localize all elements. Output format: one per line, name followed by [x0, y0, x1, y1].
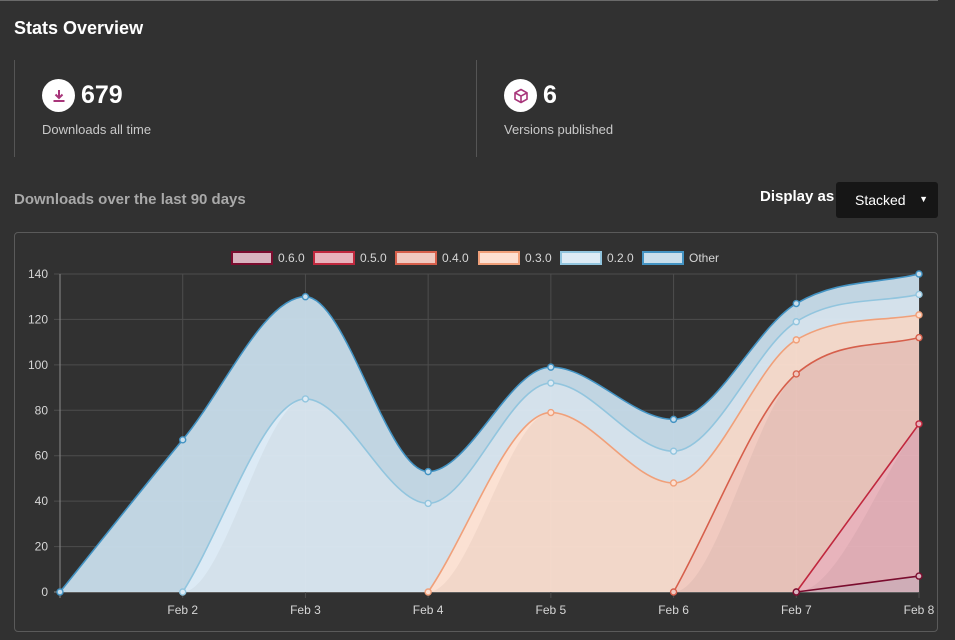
point-Other — [301, 293, 310, 301]
point-0-3-0 — [792, 336, 800, 344]
legend-label: 0.4.0 — [442, 251, 469, 265]
point-0-2-0 — [179, 588, 187, 596]
display-as-label: Display as — [760, 188, 835, 205]
versions-stat: 6 Versions published — [476, 60, 938, 157]
y-tick-label: 100 — [28, 358, 48, 372]
point-0-2-0 — [915, 290, 923, 299]
area-0-3-0 — [428, 314, 919, 592]
point-Other — [915, 270, 923, 278]
display-mode-value: Stacked — [855, 192, 906, 208]
top-divider — [0, 0, 938, 1]
point-0-5-0 — [915, 420, 923, 428]
line-0-2-0 — [182, 293, 920, 593]
point-0-3-0 — [669, 479, 678, 487]
point-0-2-0 — [301, 395, 310, 403]
legend-swatch-0-5-0 — [313, 251, 355, 265]
x-tick-label: Feb 6 — [658, 603, 689, 617]
point-Other — [179, 436, 187, 444]
box-icon — [504, 79, 537, 112]
point-0-6-0 — [792, 588, 800, 596]
area-0-2-0 — [182, 294, 919, 592]
line-Other — [59, 273, 920, 593]
y-tick-label: 140 — [28, 267, 48, 281]
point-0-4-0 — [669, 588, 678, 596]
x-tick-label: Feb 3 — [290, 603, 321, 617]
line-0-6-0 — [796, 575, 920, 593]
point-Other — [792, 299, 800, 308]
x-tick-label: Feb 5 — [536, 603, 567, 617]
x-tick-label: Feb 7 — [781, 603, 812, 617]
downloads-label: Downloads all time — [42, 122, 152, 137]
download-icon — [42, 79, 75, 112]
y-tick-label: 60 — [35, 449, 49, 463]
section-title: Stats Overview — [14, 18, 144, 38]
point-0-2-0 — [547, 379, 555, 387]
legend-swatch-0-2-0 — [560, 251, 602, 265]
legend-label: 0.3.0 — [525, 251, 552, 265]
chart-heading: Downloads over the last 90 days — [14, 191, 246, 208]
legend-swatch-0-3-0 — [478, 251, 520, 265]
point-0-3-0 — [547, 408, 555, 417]
point-0-6-0 — [915, 572, 923, 580]
downloads-value: 679 — [81, 81, 123, 109]
point-0-2-0 — [424, 499, 432, 508]
legend-swatch-Other — [642, 251, 684, 265]
y-tick-label: 120 — [28, 312, 48, 326]
legend-swatch-0-4-0 — [395, 251, 437, 265]
legend-label: 0.6.0 — [278, 251, 305, 265]
point-Other — [669, 415, 678, 424]
legend-label: Other — [689, 251, 719, 265]
y-tick-label: 80 — [35, 403, 49, 417]
legend-swatch-0-6-0 — [231, 251, 273, 265]
point-Other — [56, 588, 64, 596]
point-Other — [424, 467, 432, 476]
y-tick-label: 20 — [35, 540, 49, 554]
legend-label: 0.5.0 — [360, 251, 387, 265]
y-tick-label: 40 — [35, 494, 49, 508]
x-tick-label: Feb 8 — [904, 603, 935, 617]
versions-label: Versions published — [504, 122, 614, 137]
point-0-2-0 — [669, 447, 678, 455]
y-tick-label: 0 — [41, 585, 48, 599]
display-mode-select[interactable]: Stacked ▼ — [836, 182, 938, 218]
area-Other — [60, 274, 919, 592]
point-0-4-0 — [915, 333, 923, 342]
point-Other — [547, 363, 555, 371]
point-0-3-0 — [915, 311, 923, 319]
point-0-3-0 — [424, 588, 432, 596]
chart-container: 0 20 40 60 80 100 120 140 Feb 2 Feb 3 Feb 4 Feb 5 Fe… — [14, 232, 938, 632]
x-tick-label: Feb 2 — [167, 603, 198, 617]
x-tick-label: Feb 4 — [413, 603, 444, 617]
legend-label: 0.2.0 — [607, 251, 634, 265]
point-0-4-0 — [792, 370, 800, 378]
downloads-stat: 679 Downloads all time — [14, 60, 476, 157]
line-0-5-0 — [795, 423, 920, 593]
versions-value: 6 — [543, 81, 557, 109]
line-0-4-0 — [672, 336, 920, 593]
chevron-down-icon: ▼ — [919, 194, 928, 204]
point-0-2-0 — [792, 318, 800, 326]
